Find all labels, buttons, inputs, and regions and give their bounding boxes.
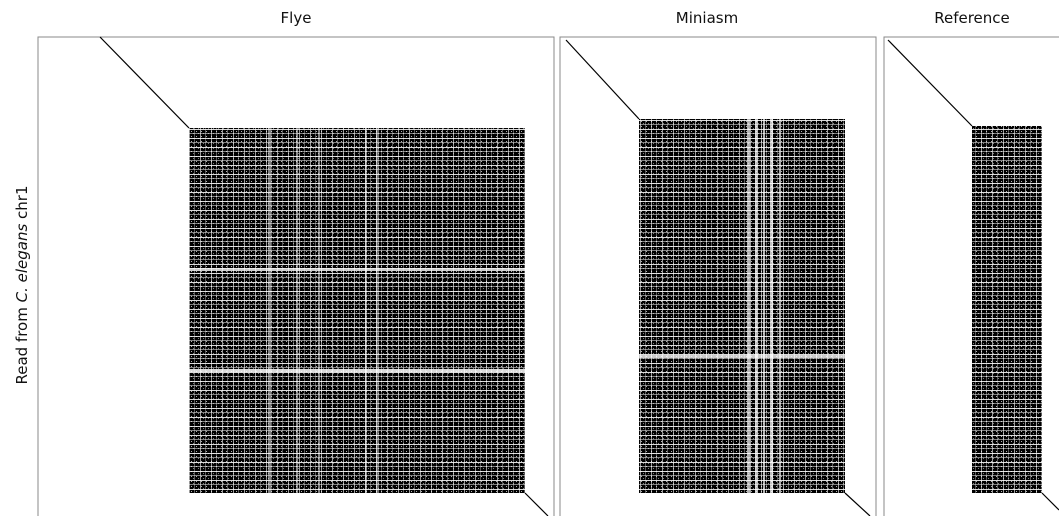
miniasm-gap-5	[779, 119, 781, 493]
panel-frame-miniasm	[559, 36, 877, 516]
flye-gap-5	[376, 128, 379, 493]
dot-block-miniasm-speckle	[639, 119, 845, 493]
diagonal-bottom-miniasm	[844, 492, 871, 516]
diagonal-top-miniasm	[565, 39, 640, 120]
panel-frame-flye	[37, 36, 555, 516]
miniasm-hgap-1	[639, 355, 845, 358]
panel-miniasm	[559, 36, 877, 516]
panel-title-miniasm: Miniasm	[675, 9, 739, 27]
panel-title-reference: Reference	[934, 9, 1010, 27]
flye-gap-1	[268, 128, 271, 493]
panel-frame-reference	[883, 36, 1059, 516]
dot-block-flye-speckle	[189, 128, 525, 493]
diagonal-bottom-reference	[1041, 492, 1059, 511]
panel-flye	[37, 36, 555, 516]
flye-gap-3	[318, 128, 320, 493]
flye-hgap-2	[189, 369, 525, 372]
miniasm-gap-3	[763, 119, 765, 493]
diagonal-bottom-flye	[524, 492, 549, 516]
flye-hgap-1	[189, 268, 525, 271]
diagonal-top-flye	[99, 36, 190, 129]
flye-gap-4	[365, 128, 367, 493]
flye-gap-2	[296, 128, 298, 493]
miniasm-gap-4	[770, 119, 773, 493]
miniasm-gap-1	[747, 119, 750, 493]
panel-title-flye: Flye	[280, 9, 312, 27]
dot-block-reference-speckle	[972, 126, 1042, 493]
miniasm-gap-2	[755, 119, 758, 493]
panel-reference	[883, 36, 1059, 516]
diagonal-top-reference	[887, 39, 973, 127]
